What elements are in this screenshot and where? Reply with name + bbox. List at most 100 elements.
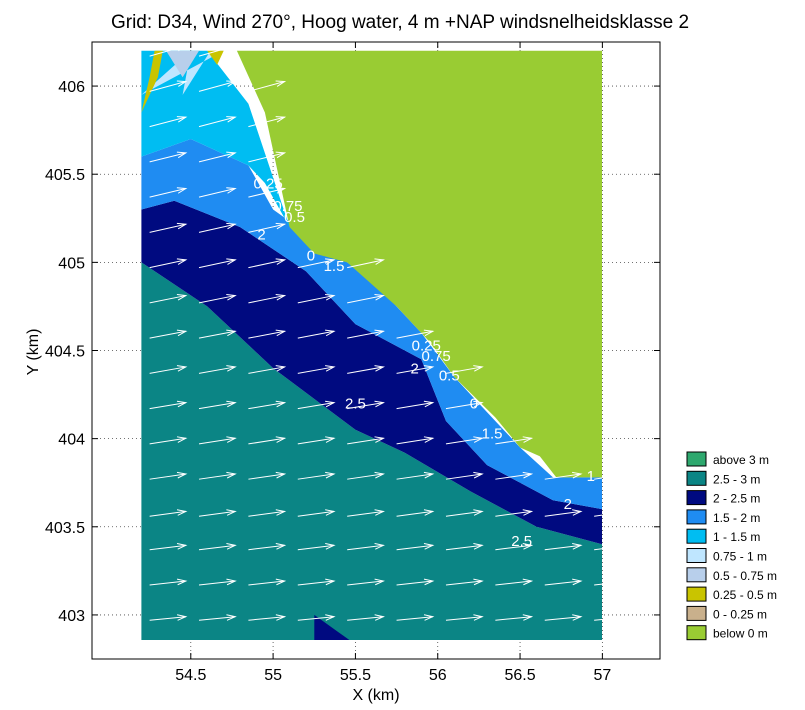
contour-label: 0 [470,396,478,413]
legend-swatch [686,548,707,563]
contour-label: 0.75 [421,348,450,365]
region-0-5-0-75-m [166,50,199,78]
region-2-2-5-m [314,614,350,640]
legend-swatch [686,490,707,506]
wind-arrow [149,222,188,233]
wind-arrow [445,578,484,586]
wind-arrow [347,293,385,304]
legend-entry: 0.5 - 0.75 m [686,567,777,583]
legend-label: 0 - 0.25 m [713,607,767,621]
wind-arrow [248,80,287,92]
wind-arrow [149,400,188,410]
wind-arrow [248,578,287,586]
wind-arrow [198,436,237,445]
wind-arrow [149,258,188,269]
region-0-25-0-5-m [141,50,163,113]
region-2-2-5-m [141,200,602,545]
wind-arrow [495,471,534,480]
wind-arrow [594,477,602,480]
wind-arrow [198,365,237,374]
wind-arrow [248,400,287,410]
wind-arrow [347,543,385,551]
wind-arrow [297,543,336,551]
chart-title: Grid: D34, Wind 270°, Hoog water, 4 m +N… [111,12,689,33]
wind-arrow [149,329,188,339]
legend-swatch [686,625,707,641]
contour-label: 2.5 [511,533,532,550]
contour-label: 2 [411,360,419,377]
wind-arrow [396,400,435,410]
legend-swatch [686,586,707,602]
wind-arrow [248,222,287,233]
wind-arrow [248,293,287,304]
wind-arrow [198,578,237,586]
wind-arrow [297,509,336,517]
wind-arrow [198,614,237,621]
wind-arrow [149,471,188,480]
contour-label: 0.25 [412,338,441,355]
wind-arrow [297,365,336,374]
y-tick-label: 404 [58,432,85,449]
legend-swatch [686,470,707,486]
wind-arrow [396,614,435,621]
y-tick-label: 405 [58,255,85,272]
contour-label: 0 [307,248,315,265]
contour-label: 0.5 [284,209,305,226]
wind-arrow [396,365,435,374]
wind-arrow [594,548,602,551]
legend-entry: 1 - 1.5 m [686,528,760,544]
wind-arrow [198,471,237,480]
legend-entry: 2.5 - 3 m [686,470,760,486]
legend-entry: 0.75 - 1 m [686,548,767,564]
wind-arrow [396,436,435,445]
contour-label: 1.5 [482,426,503,443]
region-below-0-m [236,50,602,478]
wind-arrow [198,509,237,517]
contour-label: 1 [587,468,595,485]
y-tick-label: 406 [58,79,85,96]
wind-arrow [198,329,237,339]
wind-arrow [445,365,484,374]
legend-swatch [686,509,707,525]
wind-arrow [445,614,484,621]
wind-arrow [198,258,237,269]
wind-vectors [149,48,602,621]
wind-arrow [248,187,287,198]
wind-arrow [198,543,237,551]
wind-arrow [149,116,188,128]
wind-arrow [347,258,385,269]
wind-arrow [198,222,237,233]
wind-arrow [347,614,385,621]
wind-arrow [198,116,237,128]
axis-ticks: 54.5 55 55.5 56 56.5 57 403 403.5 404 404.5 405 405… [45,42,660,684]
wind-arrow [149,365,188,374]
wind-arrow [396,471,435,480]
wind-arrow [198,187,237,198]
legend-entry: below 0 m [686,625,768,641]
wind-arrow [347,400,385,410]
wind-arrow [297,329,336,339]
wind-arrow [248,436,287,445]
wind-arrow [445,471,484,480]
legend-label: below 0 m [713,627,768,641]
wind-arrow [396,329,435,339]
contour-label: 0.25 [254,175,283,192]
wind-arrow [198,80,237,92]
contour-label: 0.5 [439,367,460,384]
legend-label: 0.25 - 0.5 m [713,588,777,602]
legend-label: 1.5 - 2 m [713,511,760,525]
wind-arrow [248,258,287,269]
wind-arrow [347,471,385,480]
wind-arrow [248,365,287,374]
legend-label: 0.5 - 0.75 m [713,569,777,583]
contour-label: 0.75 [273,198,302,215]
wind-arrow [149,509,188,517]
wind-arrow [495,543,534,551]
legend-entry: 0 - 0.25 m [686,605,767,621]
wind-arrow [248,543,287,551]
wind-arrow [297,578,336,586]
region-1-1-5-m [141,50,290,228]
x-tick-label: 55.5 [340,667,371,684]
